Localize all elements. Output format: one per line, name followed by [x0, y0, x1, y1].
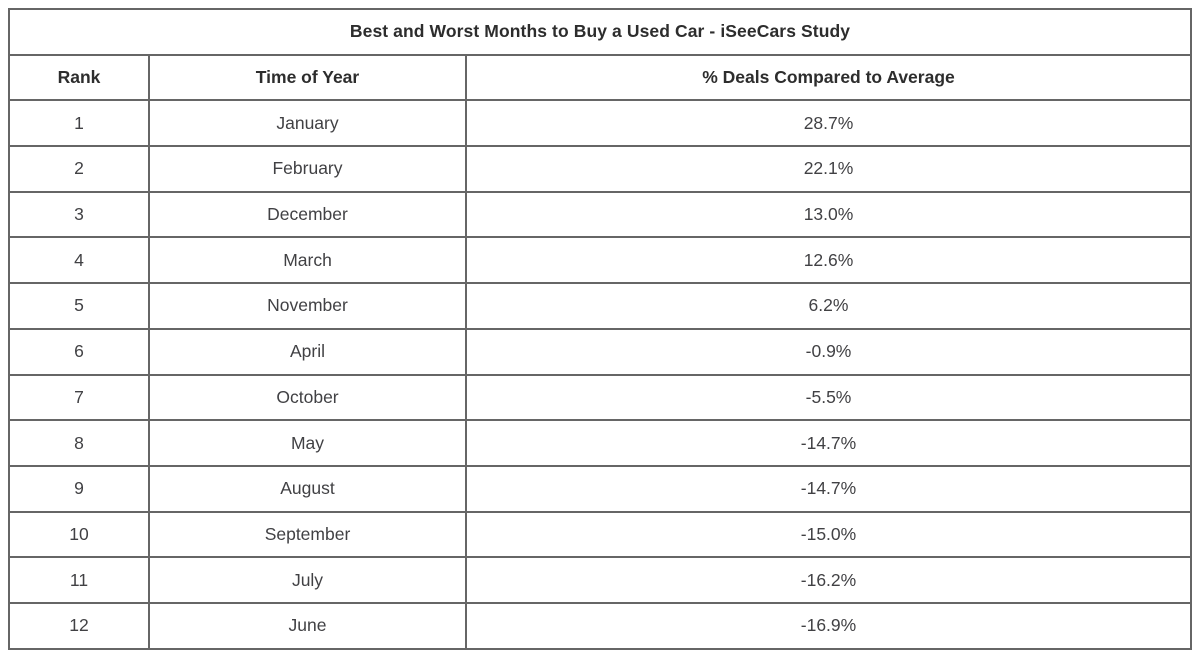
month-cell: May [148, 419, 467, 467]
table-row: 7 October -5.5% [8, 373, 1192, 422]
month-cell: January [148, 99, 467, 148]
month-cell: February [148, 145, 467, 193]
deals-cell: -5.5% [465, 373, 1192, 422]
deals-cell: 6.2% [465, 282, 1192, 330]
rank-cell: 2 [8, 145, 150, 193]
table-row: 5 November 6.2% [8, 282, 1192, 330]
table-row: 9 August -14.7% [8, 464, 1192, 513]
month-cell: September [148, 510, 467, 559]
rank-cell: 8 [8, 419, 150, 467]
table-header-row: Rank Time of Year % Deals Compared to Av… [8, 53, 1192, 102]
table-row: 10 September -15.0% [8, 510, 1192, 559]
rank-cell: 4 [8, 236, 150, 285]
rank-cell: 1 [8, 99, 150, 148]
column-header-rank: Rank [8, 53, 150, 102]
month-cell: March [148, 236, 467, 285]
month-cell: July [148, 556, 467, 604]
column-header-time-of-year: Time of Year [148, 53, 467, 102]
deals-cell: 22.1% [465, 145, 1192, 193]
table-row: 2 February 22.1% [8, 145, 1192, 193]
month-cell: June [148, 601, 467, 650]
table-title: Best and Worst Months to Buy a Used Car … [8, 8, 1192, 56]
deals-cell: -0.9% [465, 327, 1192, 376]
deals-cell: -16.9% [465, 601, 1192, 650]
month-cell: October [148, 373, 467, 422]
rank-cell: 3 [8, 190, 150, 239]
rank-cell: 9 [8, 464, 150, 513]
table-body: 1 January 28.7% 2 February 22.1% 3 December 13.0… [8, 99, 1192, 650]
deals-cell: -16.2% [465, 556, 1192, 604]
month-cell: August [148, 464, 467, 513]
deals-cell: -15.0% [465, 510, 1192, 559]
deals-cell: 13.0% [465, 190, 1192, 239]
table-row: 6 April -0.9% [8, 327, 1192, 376]
rank-cell: 12 [8, 601, 150, 650]
table-row: 11 July -16.2% [8, 556, 1192, 604]
table-title-row: Best and Worst Months to Buy a Used Car … [8, 8, 1192, 56]
table-row: 8 May -14.7% [8, 419, 1192, 467]
month-cell: April [148, 327, 467, 376]
rank-cell: 6 [8, 327, 150, 376]
table-row: 4 March 12.6% [8, 236, 1192, 285]
rank-cell: 5 [8, 282, 150, 330]
deals-cell: 28.7% [465, 99, 1192, 148]
rank-cell: 10 [8, 510, 150, 559]
used-car-months-table: Best and Worst Months to Buy a Used Car … [8, 8, 1192, 650]
table-row: 1 January 28.7% [8, 99, 1192, 148]
deals-cell: 12.6% [465, 236, 1192, 285]
deals-cell: -14.7% [465, 464, 1192, 513]
rank-cell: 11 [8, 556, 150, 604]
column-header-deals-compared-to-average: % Deals Compared to Average [465, 53, 1192, 102]
deals-cell: -14.7% [465, 419, 1192, 467]
table-row: 12 June -16.9% [8, 601, 1192, 650]
month-cell: November [148, 282, 467, 330]
rank-cell: 7 [8, 373, 150, 422]
month-cell: December [148, 190, 467, 239]
table-row: 3 December 13.0% [8, 190, 1192, 239]
